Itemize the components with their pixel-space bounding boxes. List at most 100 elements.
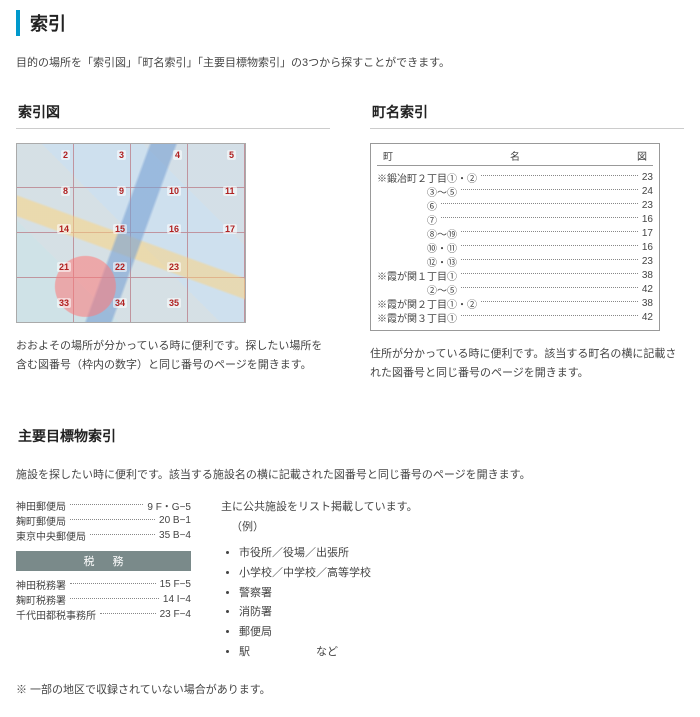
town-row-page: 24: [642, 186, 653, 197]
landmark-list-item: 駅 など: [239, 643, 418, 663]
town-row-dots: [461, 189, 638, 190]
map-grid-number: 17: [223, 224, 237, 234]
map-grid-number: 22: [113, 262, 127, 272]
town-index-title: 町名索引: [370, 98, 684, 129]
two-column-layout: 索引図 234589101114151617212223333435 おおよその…: [16, 98, 684, 382]
town-row-dots: [461, 315, 638, 316]
map-grid-number: 10: [167, 186, 181, 196]
map-grid-number: 4: [173, 150, 182, 160]
town-row-dots: [441, 203, 638, 204]
town-row-page: 38: [642, 298, 653, 309]
index-map-title: 索引図: [16, 98, 330, 129]
landmark-columns: 神田郵便局9 F・G−5麹町郵便局20 B−1東京中央郵便局35 B−4 税務 …: [16, 498, 684, 662]
town-row: ②〜⑤42: [377, 282, 653, 296]
landmark-example-label: （例）: [231, 518, 418, 538]
landmark-band: 税務: [16, 551, 191, 571]
map-grid-number: 15: [113, 224, 127, 234]
town-row-label: ⑧〜⑲: [377, 226, 457, 241]
map-grid-number: 35: [167, 298, 181, 308]
map-grid-number: 2: [61, 150, 70, 160]
town-head-col1: 町: [377, 148, 399, 163]
landmark-row: 千代田都税事務所23 F−4: [16, 607, 191, 622]
landmark-row-label: 神田郵便局: [16, 498, 66, 513]
town-row: ⑩・⑪ 16: [377, 240, 653, 254]
landmark-row-label: 千代田都税事務所: [16, 607, 96, 622]
town-index-rows: ※鍛冶町２丁目①・② 23 ③〜⑤ 24 ⑥ 23 ⑦ 16 ⑧〜⑲ 17 ⑩・⑪ 16 ⑫…: [377, 170, 653, 324]
landmark-row-label: 麹町税務署: [16, 592, 66, 607]
landmark-list-intro: 主に公共施設をリスト掲載しています。: [221, 498, 418, 518]
town-row-label: ②〜⑤: [377, 282, 457, 297]
town-row-label: ⑥: [377, 198, 437, 213]
town-row-page: 16: [642, 242, 653, 253]
landmark-row: 東京中央郵便局 35 B−4: [16, 528, 191, 543]
town-row-label: ③〜⑤: [377, 184, 457, 199]
town-row-dots: [461, 259, 638, 260]
landmark-list: 市役所／役場／出張所小学校／中学校／高等学校警察署消防署郵便局駅 など: [239, 544, 418, 663]
town-row-page: 23: [642, 200, 653, 211]
town-head-col3: 図: [631, 148, 653, 163]
landmark-list-item: 警察署: [239, 584, 418, 604]
town-row: ※霞が関３丁目① 42: [377, 310, 653, 324]
landmark-row-page: 35 B−4: [159, 530, 191, 541]
map-grid-number: 33: [57, 298, 71, 308]
page-title: 索引: [16, 10, 684, 36]
landmark-list-column: 主に公共施設をリスト掲載しています。 （例） 市役所／役場／出張所小学校／中学校…: [221, 498, 418, 662]
town-row: ※霞が関２丁目①・② 38: [377, 296, 653, 310]
town-row-label: ※霞が関２丁目①・②: [377, 296, 477, 311]
town-row: ⑥ 23: [377, 198, 653, 212]
town-row-dots: [481, 175, 638, 176]
town-row-label: ※霞が関３丁目①: [377, 310, 457, 325]
index-map-desc: おおよその場所が分かっている時に便利です。探したい場所を含む図番号（枠内の数字）…: [16, 337, 330, 374]
town-index-desc: 住所が分かっている時に便利です。該当する町名の横に記載された図番号と同じ番号のペ…: [370, 345, 684, 382]
town-row-page: 38: [642, 270, 653, 281]
landmark-row-label: 東京中央郵便局: [16, 528, 86, 543]
town-row-page: 16: [642, 214, 653, 225]
map-grid-number: 14: [57, 224, 71, 234]
intro-text: 目的の場所を「索引図」「町名索引」「主要目標物索引」の3つから探すことができます…: [16, 54, 684, 70]
landmark-row-dots: [70, 504, 143, 505]
town-row-dots: [441, 217, 638, 218]
town-row-dots: [461, 231, 638, 232]
landmark-list-item: 市役所／役場／出張所: [239, 544, 418, 564]
town-row-dots: [481, 301, 638, 302]
town-row: ⑦ 16: [377, 212, 653, 226]
landmark-box: 神田郵便局9 F・G−5麹町郵便局20 B−1東京中央郵便局35 B−4 税務 …: [16, 498, 191, 622]
town-index-section: 町名索引 町 名 図 ※鍛冶町２丁目①・② 23 ③〜⑤ 24 ⑥ 23 ⑦ 16 ⑧〜…: [370, 98, 684, 382]
town-row-label: ⑩・⑪: [377, 240, 457, 255]
landmark-section: 主要目標物索引 施設を探したい時に便利です。該当する施設名の横に記載された図番号…: [16, 422, 684, 696]
landmark-row-dots: [90, 534, 155, 535]
index-map-image: 234589101114151617212223333435: [16, 143, 246, 323]
town-row-label: ⑦: [377, 212, 437, 227]
town-index-header: 町 名 図: [377, 148, 653, 166]
landmark-row-dots: [70, 519, 155, 520]
landmark-list-item: 消防署: [239, 603, 418, 623]
landmark-intro: 施設を探したい時に便利です。該当する施設名の横に記載された図番号と同じ番号のペー…: [16, 466, 684, 482]
town-row-page: 17: [642, 228, 653, 239]
landmark-row: 麹町郵便局 20 B−1: [16, 513, 191, 528]
town-row-page: 42: [642, 312, 653, 323]
town-index-table: 町 名 図 ※鍛冶町２丁目①・② 23 ③〜⑤ 24 ⑥ 23 ⑦ 16 ⑧〜⑲ 17 ⑩…: [370, 143, 660, 331]
town-row-page: 23: [642, 172, 653, 183]
landmark-row-dots: [70, 598, 159, 599]
map-grid-number: 16: [167, 224, 181, 234]
landmark-row-label: 麹町郵便局: [16, 513, 66, 528]
landmark-row-page: 14 I−4: [163, 594, 191, 605]
landmark-row-page: 20 B−1: [159, 515, 191, 526]
town-row: ⑫・⑬23: [377, 254, 653, 268]
town-row-label: ※鍛冶町２丁目①・②: [377, 170, 477, 185]
index-map-section: 索引図 234589101114151617212223333435 おおよその…: [16, 98, 330, 382]
map-grid-number: 21: [57, 262, 71, 272]
map-grid-number: 5: [227, 150, 236, 160]
landmark-list-item: 郵便局: [239, 623, 418, 643]
landmark-tax-rows: 神田税務署15 F−5麹町税務署14 I−4千代田都税事務所23 F−4: [16, 577, 191, 622]
landmark-list-item: 小学校／中学校／高等学校: [239, 564, 418, 584]
town-row: ⑧〜⑲ 17: [377, 226, 653, 240]
town-row-dots: [461, 245, 638, 246]
map-grid-number: 34: [113, 298, 127, 308]
town-row-dots: [461, 273, 638, 274]
map-grid-number: 9: [117, 186, 126, 196]
map-grid-number: 3: [117, 150, 126, 160]
map-grid-number: 23: [167, 262, 181, 272]
map-grid-number: 11: [223, 186, 237, 196]
town-row-label: ※霞が関１丁目①: [377, 268, 457, 283]
